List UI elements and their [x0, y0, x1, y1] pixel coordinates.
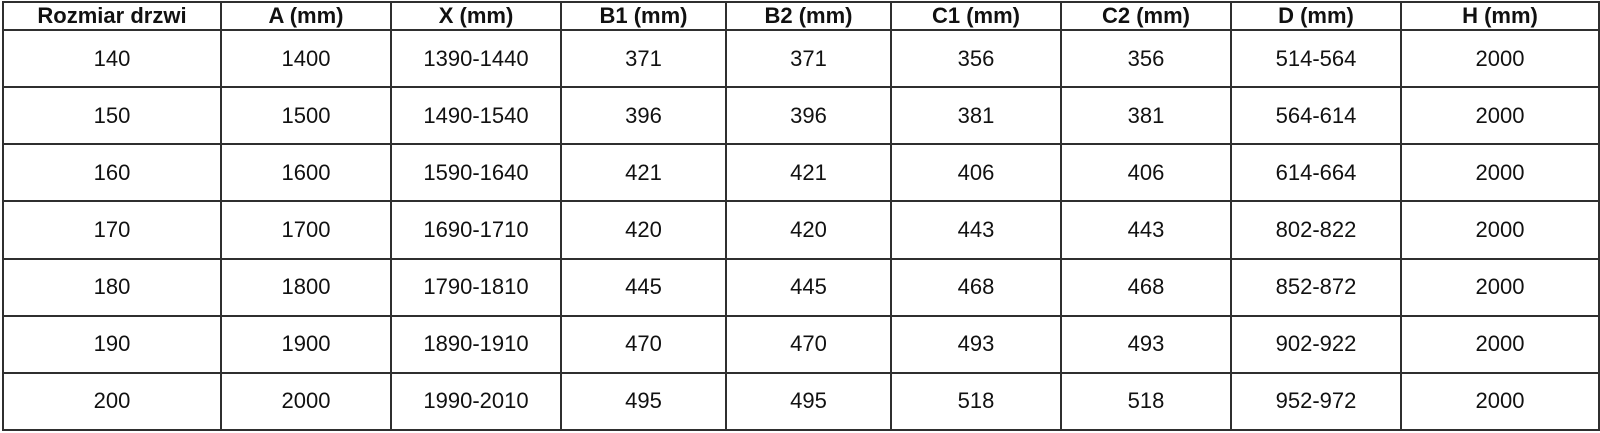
table-cell: 2000: [1400, 371, 1600, 432]
table-cell: 420: [725, 200, 892, 260]
table-cell: 2000: [1400, 314, 1600, 374]
table-cell: 2000: [1400, 28, 1600, 89]
table-cell: 495: [725, 371, 892, 432]
table-cell: 470: [560, 314, 727, 374]
header-row: Rozmiar drzwi A (mm) X (mm) B1 (mm) B2 (…: [2, 1, 1600, 31]
table-cell: 396: [560, 86, 727, 146]
table-row: 160 1600 1590-1640 421 421 406 406 614-664 2000: [2, 143, 1600, 203]
table-cell: 902-922: [1230, 314, 1402, 374]
table-cell: 2000: [1400, 143, 1600, 203]
column-header-h-mm: H (mm): [1400, 1, 1600, 31]
table-cell: 150: [2, 86, 222, 146]
table-cell: 1400: [220, 28, 392, 89]
table-cell: 443: [890, 200, 1062, 260]
table-cell: 2000: [1400, 200, 1600, 260]
column-header-b1-mm: B1 (mm): [560, 1, 727, 31]
column-header-a-mm: A (mm): [220, 1, 392, 31]
table-row: 200 2000 1990-2010 495 495 518 518 952-972 2000: [2, 371, 1600, 432]
column-header-b2-mm: B2 (mm): [725, 1, 892, 31]
table-cell: 396: [725, 86, 892, 146]
table-cell: 1590-1640: [390, 143, 562, 203]
column-header-c2-mm: C2 (mm): [1060, 1, 1232, 31]
table-cell: 160: [2, 143, 222, 203]
table-row: 190 1900 1890-1910 470 470 493 493 902-922 2000: [2, 314, 1600, 374]
table-cell: 445: [560, 257, 727, 317]
column-header-rozmiar-drzwi: Rozmiar drzwi: [2, 1, 222, 31]
table-cell: 518: [890, 371, 1062, 432]
table-cell: 443: [1060, 200, 1232, 260]
table-cell: 1800: [220, 257, 392, 317]
column-header-d-mm: D (mm): [1230, 1, 1402, 31]
table-cell: 180: [2, 257, 222, 317]
table-cell: 2000: [220, 371, 392, 432]
table-cell: 140: [2, 28, 222, 89]
table-cell: 200: [2, 371, 222, 432]
table-cell: 1600: [220, 143, 392, 203]
table-cell: 2000: [1400, 86, 1600, 146]
table-row: 170 1700 1690-1710 420 420 443 443 802-822 2000: [2, 200, 1600, 260]
table-cell: 518: [1060, 371, 1232, 432]
table-cell: 564-614: [1230, 86, 1402, 146]
table-cell: 445: [725, 257, 892, 317]
table-cell: 1690-1710: [390, 200, 562, 260]
table-cell: 371: [725, 28, 892, 89]
table-cell: 468: [890, 257, 1062, 317]
table-row: 150 1500 1490-1540 396 396 381 381 564-614 2000: [2, 86, 1600, 146]
table-cell: 356: [890, 28, 1062, 89]
table-cell: 495: [560, 371, 727, 432]
table-cell: 381: [1060, 86, 1232, 146]
column-header-c1-mm: C1 (mm): [890, 1, 1062, 31]
table-cell: 1500: [220, 86, 392, 146]
table-cell: 356: [1060, 28, 1232, 89]
table-cell: 1490-1540: [390, 86, 562, 146]
table-cell: 1900: [220, 314, 392, 374]
table-cell: 468: [1060, 257, 1232, 317]
table-cell: 190: [2, 314, 222, 374]
table-cell: 802-822: [1230, 200, 1402, 260]
table-cell: 381: [890, 86, 1062, 146]
table-cell: 170: [2, 200, 222, 260]
table-cell: 1700: [220, 200, 392, 260]
table-cell: 493: [1060, 314, 1232, 374]
table-cell: 420: [560, 200, 727, 260]
table-cell: 514-564: [1230, 28, 1402, 89]
table-cell: 421: [560, 143, 727, 203]
table-cell: 406: [1060, 143, 1232, 203]
table-cell: 1790-1810: [390, 257, 562, 317]
table-cell: 1890-1910: [390, 314, 562, 374]
column-header-x-mm: X (mm): [390, 1, 562, 31]
table-body: 140 1400 1390-1440 371 371 356 356 514-564 2000 1…: [2, 28, 1600, 432]
table-cell: 493: [890, 314, 1062, 374]
table-cell: 406: [890, 143, 1062, 203]
table-cell: 2000: [1400, 257, 1600, 317]
table-cell: 371: [560, 28, 727, 89]
table-cell: 421: [725, 143, 892, 203]
table-cell: 1390-1440: [390, 28, 562, 89]
table-cell: 852-872: [1230, 257, 1402, 317]
table-row: 180 1800 1790-1810 445 445 468 468 852-872 2000: [2, 257, 1600, 317]
table-cell: 470: [725, 314, 892, 374]
table-row: 140 1400 1390-1440 371 371 356 356 514-564 2000: [2, 28, 1600, 89]
table-cell: 614-664: [1230, 143, 1402, 203]
table-cell: 952-972: [1230, 371, 1402, 432]
table-cell: 1990-2010: [390, 371, 562, 432]
